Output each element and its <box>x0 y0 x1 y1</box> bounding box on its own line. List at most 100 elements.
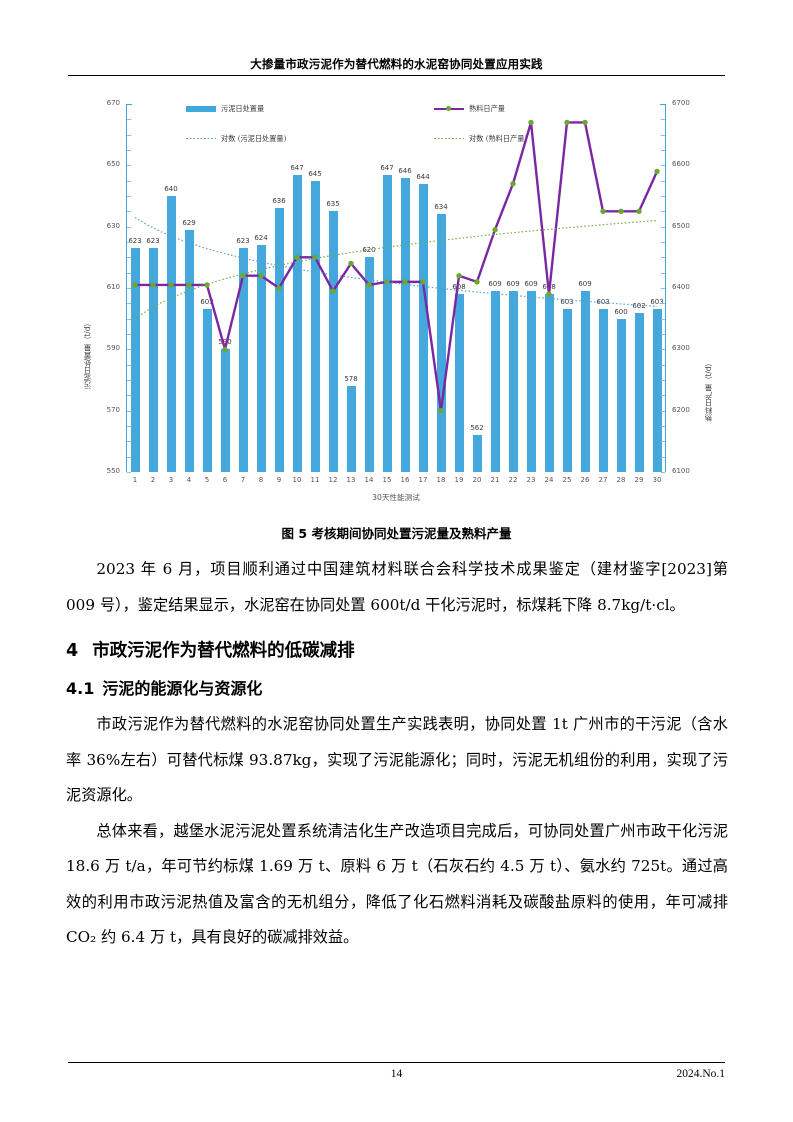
line-marker <box>132 282 138 288</box>
bar <box>382 174 392 472</box>
y-axis-right-tick-label: 6300 <box>672 344 690 353</box>
y-axis-right-tick-label: 6700 <box>672 99 690 107</box>
line-marker <box>186 282 192 288</box>
line-marker <box>636 208 642 215</box>
bar <box>328 211 338 472</box>
header-divider <box>68 74 725 76</box>
x-axis-tick-label: 11 <box>310 476 320 484</box>
bar <box>598 309 608 472</box>
bar <box>544 294 554 472</box>
axis-tick <box>661 395 665 397</box>
line-marker <box>474 279 480 285</box>
axis-tick <box>661 380 665 381</box>
bar-value-label: 623 <box>236 237 250 246</box>
trendline-clinker <box>134 219 658 320</box>
bar <box>652 309 662 472</box>
axis-tick <box>127 242 131 243</box>
bar <box>274 208 284 472</box>
axis-tick <box>127 395 131 397</box>
bar <box>436 214 446 472</box>
bar-value-label: 603 <box>650 298 664 307</box>
bar <box>562 309 572 472</box>
line-marker <box>258 273 264 279</box>
legend-item-sludge-bar: 污泥日处置量 <box>186 104 264 114</box>
bar-value-label: 620 <box>362 246 376 255</box>
heading-text: 污泥的能源化与资源化 <box>102 679 263 698</box>
bar <box>148 248 158 472</box>
bar-value-label: 623 <box>146 237 160 246</box>
axis-tick <box>127 318 131 320</box>
bar <box>616 318 626 472</box>
line-marker <box>330 288 336 294</box>
axis-tick <box>661 472 665 473</box>
clinker-output-line <box>135 121 659 412</box>
axis-tick <box>127 288 131 289</box>
bar <box>526 291 536 472</box>
bar <box>202 309 212 472</box>
axis-tick <box>127 456 131 458</box>
x-axis-tick-label: 19 <box>454 476 464 484</box>
axis-tick <box>127 472 131 473</box>
y-axis-left-tick-label: 670 <box>106 99 120 107</box>
bar-value-label: 600 <box>614 307 628 316</box>
axis-tick <box>661 288 665 289</box>
axis-cap <box>660 104 665 105</box>
bar-value-label: 609 <box>488 280 502 289</box>
bar <box>472 435 482 472</box>
heading-section-4-1: 4.1 污泥的能源化与资源化 <box>66 672 728 706</box>
bar <box>166 196 176 472</box>
axis-tick <box>127 134 131 136</box>
line-marker <box>384 279 390 285</box>
bar <box>238 248 248 472</box>
line-marker <box>582 119 588 126</box>
x-axis-tick-label: 27 <box>598 476 608 484</box>
figure-caption: 图 5 考核期间协同处置污泥量及熟料产量 <box>281 526 512 541</box>
legend-item-sludge-trend: 对数 (污泥日处置量) <box>186 134 286 144</box>
bar <box>346 386 356 472</box>
x-axis-tick-label: 6 <box>222 476 228 484</box>
figure-chart: 污泥日处置量 熟料日产量 对数 (污泥日处置量) 对数 (熟料日产量) <box>68 90 726 510</box>
axis-tick <box>661 180 665 182</box>
y-axis-left-tick-label: 630 <box>106 221 120 230</box>
page-number: 14 <box>390 1068 403 1080</box>
line-marker <box>564 119 570 126</box>
y-axis-right-title: 熟料日产量（t/d） <box>704 359 713 422</box>
bar-value-label: 603 <box>200 298 214 307</box>
bar <box>454 294 464 472</box>
axis-tick <box>661 242 665 243</box>
legend-item-clinker-line: 熟料日产量 <box>434 104 505 114</box>
x-axis-tick-label: 17 <box>418 476 428 484</box>
legend-label: 污泥日处置量 <box>221 104 265 113</box>
bar-value-label: 603 <box>560 298 574 307</box>
y-axis-right-tick-label: 6100 <box>672 467 690 475</box>
x-axis-tick-label: 15 <box>382 476 392 484</box>
line-marker <box>456 273 462 279</box>
bar-value-label: 624 <box>254 234 268 243</box>
axis-tick <box>127 380 131 381</box>
axis-tick <box>661 349 665 351</box>
x-axis-tick-label: 22 <box>508 476 518 484</box>
x-axis-tick-label: 24 <box>544 476 554 484</box>
paragraph: 市政污泥作为替代燃料的水泥窑协同处置生产实践表明，协同处置 1t 广州市的干污泥… <box>66 715 728 804</box>
document-body: 2023 年 6 月，项目顺利通过中国建筑材料联合会科学技术成果鉴定（建材鉴字[… <box>66 552 728 956</box>
x-axis-title: 30天性能测试 <box>372 493 420 502</box>
bar <box>634 312 644 472</box>
bar <box>292 174 302 472</box>
bar-value-label: 609 <box>578 280 592 289</box>
bar <box>256 245 266 472</box>
bar <box>184 229 194 472</box>
axis-tick <box>127 364 131 366</box>
line-marker <box>510 181 516 187</box>
bar <box>364 257 374 472</box>
x-axis-tick-label: 2 <box>150 476 156 484</box>
trendline-sludge <box>134 216 658 307</box>
bar-value-label: 640 <box>164 185 178 193</box>
axis-tick <box>127 349 131 351</box>
x-axis-tick-label: 26 <box>580 476 590 484</box>
y-axis-right-tick-label: 6400 <box>672 283 690 291</box>
axis-tick <box>661 426 665 427</box>
x-axis-tick-label: 29 <box>634 476 644 484</box>
footer-divider <box>68 1062 725 1063</box>
legend-swatch-dotted-green-icon <box>434 138 464 140</box>
axis-tick <box>661 165 665 167</box>
